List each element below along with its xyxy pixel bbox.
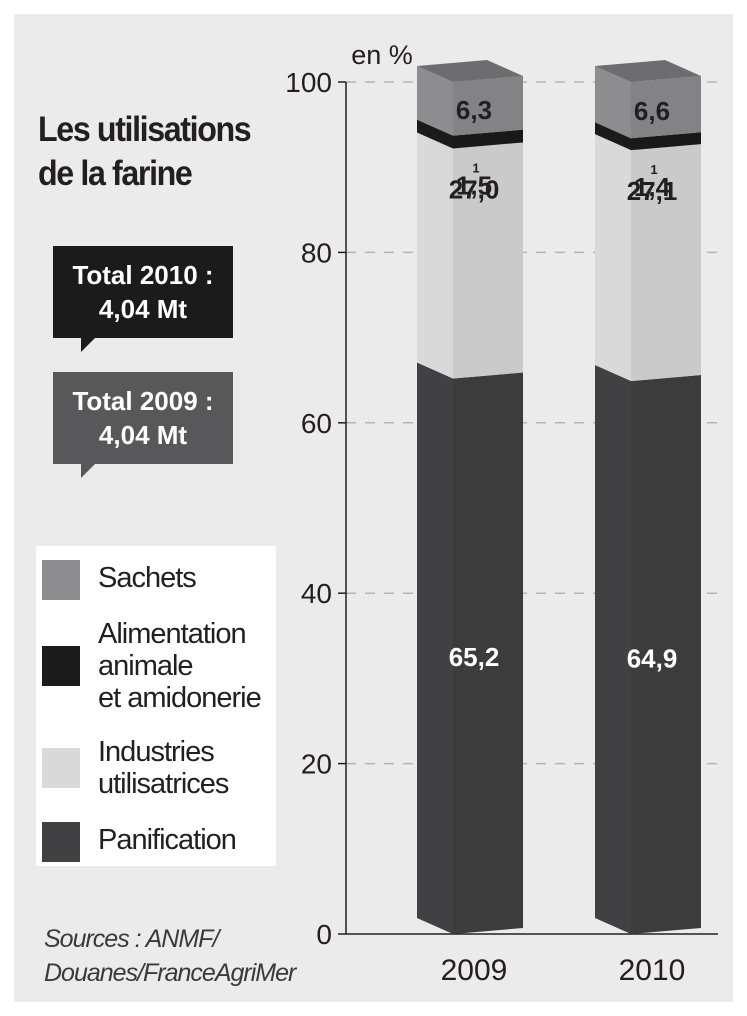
bar-segment-2010-3 (631, 76, 701, 139)
bar-side-2010-1 (595, 134, 631, 382)
bar-segment-2010-1 (631, 144, 701, 382)
bar-side-2009-0 (417, 362, 453, 935)
bar-side-2010-3 (595, 66, 631, 139)
bar-segment-2009-3 (453, 76, 523, 136)
total-2009-callout: Total 2009 : 4,04 Mt (53, 372, 233, 478)
bar-side-2009-2 (417, 119, 453, 149)
bar-segment-2009-1 (453, 142, 523, 379)
data-label-2009-3: 6,3 (456, 95, 492, 125)
legend-swatch-alimentation (42, 646, 80, 686)
data-label-2010-3: 6,6 (634, 96, 670, 126)
bar-segment-2010-0 (631, 375, 701, 934)
y-tick-label: 0 (316, 919, 332, 950)
legend-label-panification: Panification (98, 824, 237, 856)
bar-segment-2009-2 (453, 129, 523, 149)
data-label-2010-0: 64,9 (627, 644, 678, 674)
x-category-label-2010: 2010 (619, 954, 686, 987)
bar-side-2010-2 (595, 122, 631, 151)
callout-tail (81, 464, 95, 478)
y-tick-label: 60 (301, 408, 332, 439)
bar-segment-2010-2 (631, 132, 701, 151)
y-tick-label: 80 (301, 237, 332, 268)
legend-swatch-panification (42, 822, 80, 862)
data-label-marker-2009: 1 (472, 160, 479, 175)
legend-label-alimentation: Alimentation animale et amidonerie (98, 618, 262, 714)
total-2010-value: 4,04 Mt (98, 294, 188, 324)
x-category-label-2009: 2009 (441, 954, 508, 987)
bar-side-2009-1 (417, 132, 453, 379)
bar-side-2009-3 (417, 66, 453, 136)
total-2010-label: Total 2010 : (72, 260, 214, 290)
data-label-2009-2: 1,5 (456, 170, 492, 200)
y-tick-label: 40 (301, 578, 332, 609)
total-2010-callout: Total 2010 : 4,04 Mt (53, 246, 233, 352)
total-2009-label: Total 2009 : (72, 386, 214, 416)
data-label-2009-0: 65,2 (449, 642, 500, 672)
title-line-1: Les utilisations (38, 110, 252, 149)
sources-note: Sources : ANMF/ Douanes/FranceAgriMer (44, 922, 344, 990)
legend-label-industries: Industries utilisatrices (98, 736, 229, 800)
y-tick-label: 20 (301, 749, 332, 780)
chart-title: Les utilisations de la farine (38, 108, 277, 196)
total-2009-value: 4,04 Mt (98, 420, 188, 450)
legend: Sachets Alimentation animale et amidoner… (36, 546, 276, 866)
legend-label-sachets: Sachets (98, 562, 197, 594)
sources-line-2: Douanes/FranceAgriMer (44, 959, 296, 987)
title-line-2: de la farine (38, 154, 193, 193)
data-label-marker-2010: 1 (650, 162, 657, 177)
legend-swatch-industries (42, 748, 80, 788)
legend-swatch-sachets (42, 560, 80, 600)
data-label-2010-1: 27,1 (627, 176, 678, 206)
callout-tail (81, 338, 95, 352)
bar-top-2010 (595, 60, 701, 82)
bar-top-2009 (417, 60, 523, 82)
bar-side-2010-0 (595, 365, 631, 934)
y-tick-label: 100 (285, 67, 332, 98)
data-label-2010-2: 1,4 (634, 172, 671, 202)
bar-segment-2009-0 (453, 372, 523, 935)
unit-label: en % (351, 40, 413, 70)
sources-line-1: Sources : ANMF/ (44, 925, 219, 953)
data-label-2009-1: 27,0 (449, 174, 500, 204)
